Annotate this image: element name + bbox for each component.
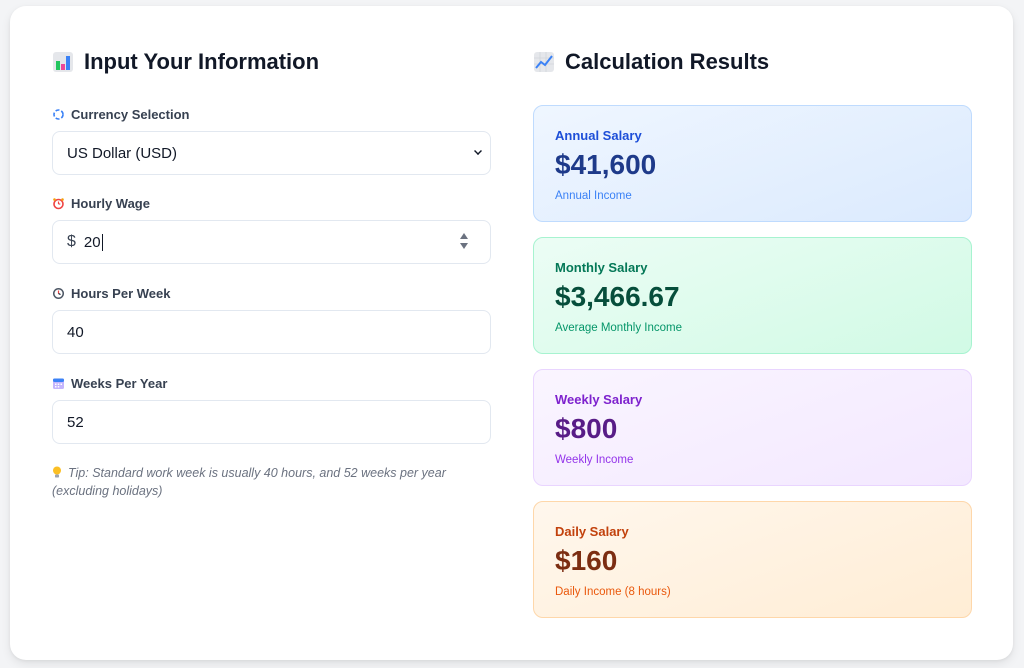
- results-panel-title: Calculation Results: [533, 49, 769, 75]
- daily-salary-value: $160: [555, 545, 618, 576]
- weekly-salary-value: $800: [555, 413, 618, 444]
- bar-chart-icon: [52, 51, 74, 73]
- daily-salary-label: Daily Salary: [555, 524, 629, 539]
- annual-salary-subtext: Annual Income: [555, 190, 632, 202]
- currency-prefix: $: [67, 233, 76, 250]
- weeks-per-year-input[interactable]: 52: [52, 400, 491, 444]
- daily-salary-subtext: Daily Income (8 hours): [555, 586, 671, 598]
- results-panel-title-text: Calculation Results: [565, 49, 770, 74]
- weekly-salary-card: Weekly Salary $800 Weekly Income: [533, 369, 972, 486]
- input-panel-title-text: Input Your Information: [84, 49, 320, 74]
- currency-field: Currency Selection US Dollar (USD): [52, 105, 491, 175]
- currency-exchange-icon: [52, 108, 65, 121]
- currency-select[interactable]: US Dollar (USD): [52, 131, 491, 175]
- annual-salary-label: Annual Salary: [555, 128, 642, 143]
- text-cursor: [101, 233, 103, 251]
- calendar-icon: [52, 377, 65, 390]
- hours-per-week-label: Hours Per Week: [52, 284, 491, 302]
- hourly-wage-field: Hourly Wage $ 20: [52, 194, 491, 264]
- weeks-per-year-field: Weeks Per Year 52: [52, 374, 491, 444]
- monthly-salary-label: Monthly Salary: [555, 260, 648, 275]
- weeks-per-year-label: Weeks Per Year: [52, 374, 491, 392]
- calculator-card: Input Your Information Currency Selectio…: [10, 6, 1013, 660]
- hourly-wage-input[interactable]: $ 20: [52, 220, 491, 264]
- monthly-salary-subtext: Average Monthly Income: [555, 322, 682, 334]
- stepper-down-icon[interactable]: [460, 243, 468, 249]
- trend-chart-icon: [533, 51, 555, 73]
- clock-icon: [52, 287, 65, 300]
- chevron-down-icon: [474, 147, 482, 155]
- hours-per-week-field: Hours Per Week 40: [52, 284, 491, 354]
- annual-salary-card: Annual Salary $41,600 Annual Income: [533, 105, 972, 222]
- input-panel-title: Input Your Information: [52, 49, 319, 75]
- tip-text: Tip: Standard work week is usually 40 ho…: [52, 465, 446, 498]
- monthly-salary-card: Monthly Salary $3,466.67 Average Monthly…: [533, 237, 972, 354]
- currency-label: Currency Selection: [52, 105, 491, 123]
- weekly-salary-label: Weekly Salary: [555, 392, 643, 407]
- stepper-up-icon[interactable]: [460, 233, 468, 239]
- monthly-salary-value: $3,466.67: [555, 281, 680, 312]
- alarm-clock-icon: [52, 197, 65, 210]
- hourly-wage-label: Hourly Wage: [52, 194, 491, 212]
- hours-per-week-input[interactable]: 40: [52, 310, 491, 354]
- number-stepper[interactable]: [460, 233, 468, 249]
- weekly-salary-subtext: Weekly Income: [555, 454, 634, 466]
- annual-salary-value: $41,600: [555, 149, 657, 180]
- lightbulb-icon: [52, 465, 62, 478]
- daily-salary-card: Daily Salary $160 Daily Income (8 hours): [533, 501, 972, 618]
